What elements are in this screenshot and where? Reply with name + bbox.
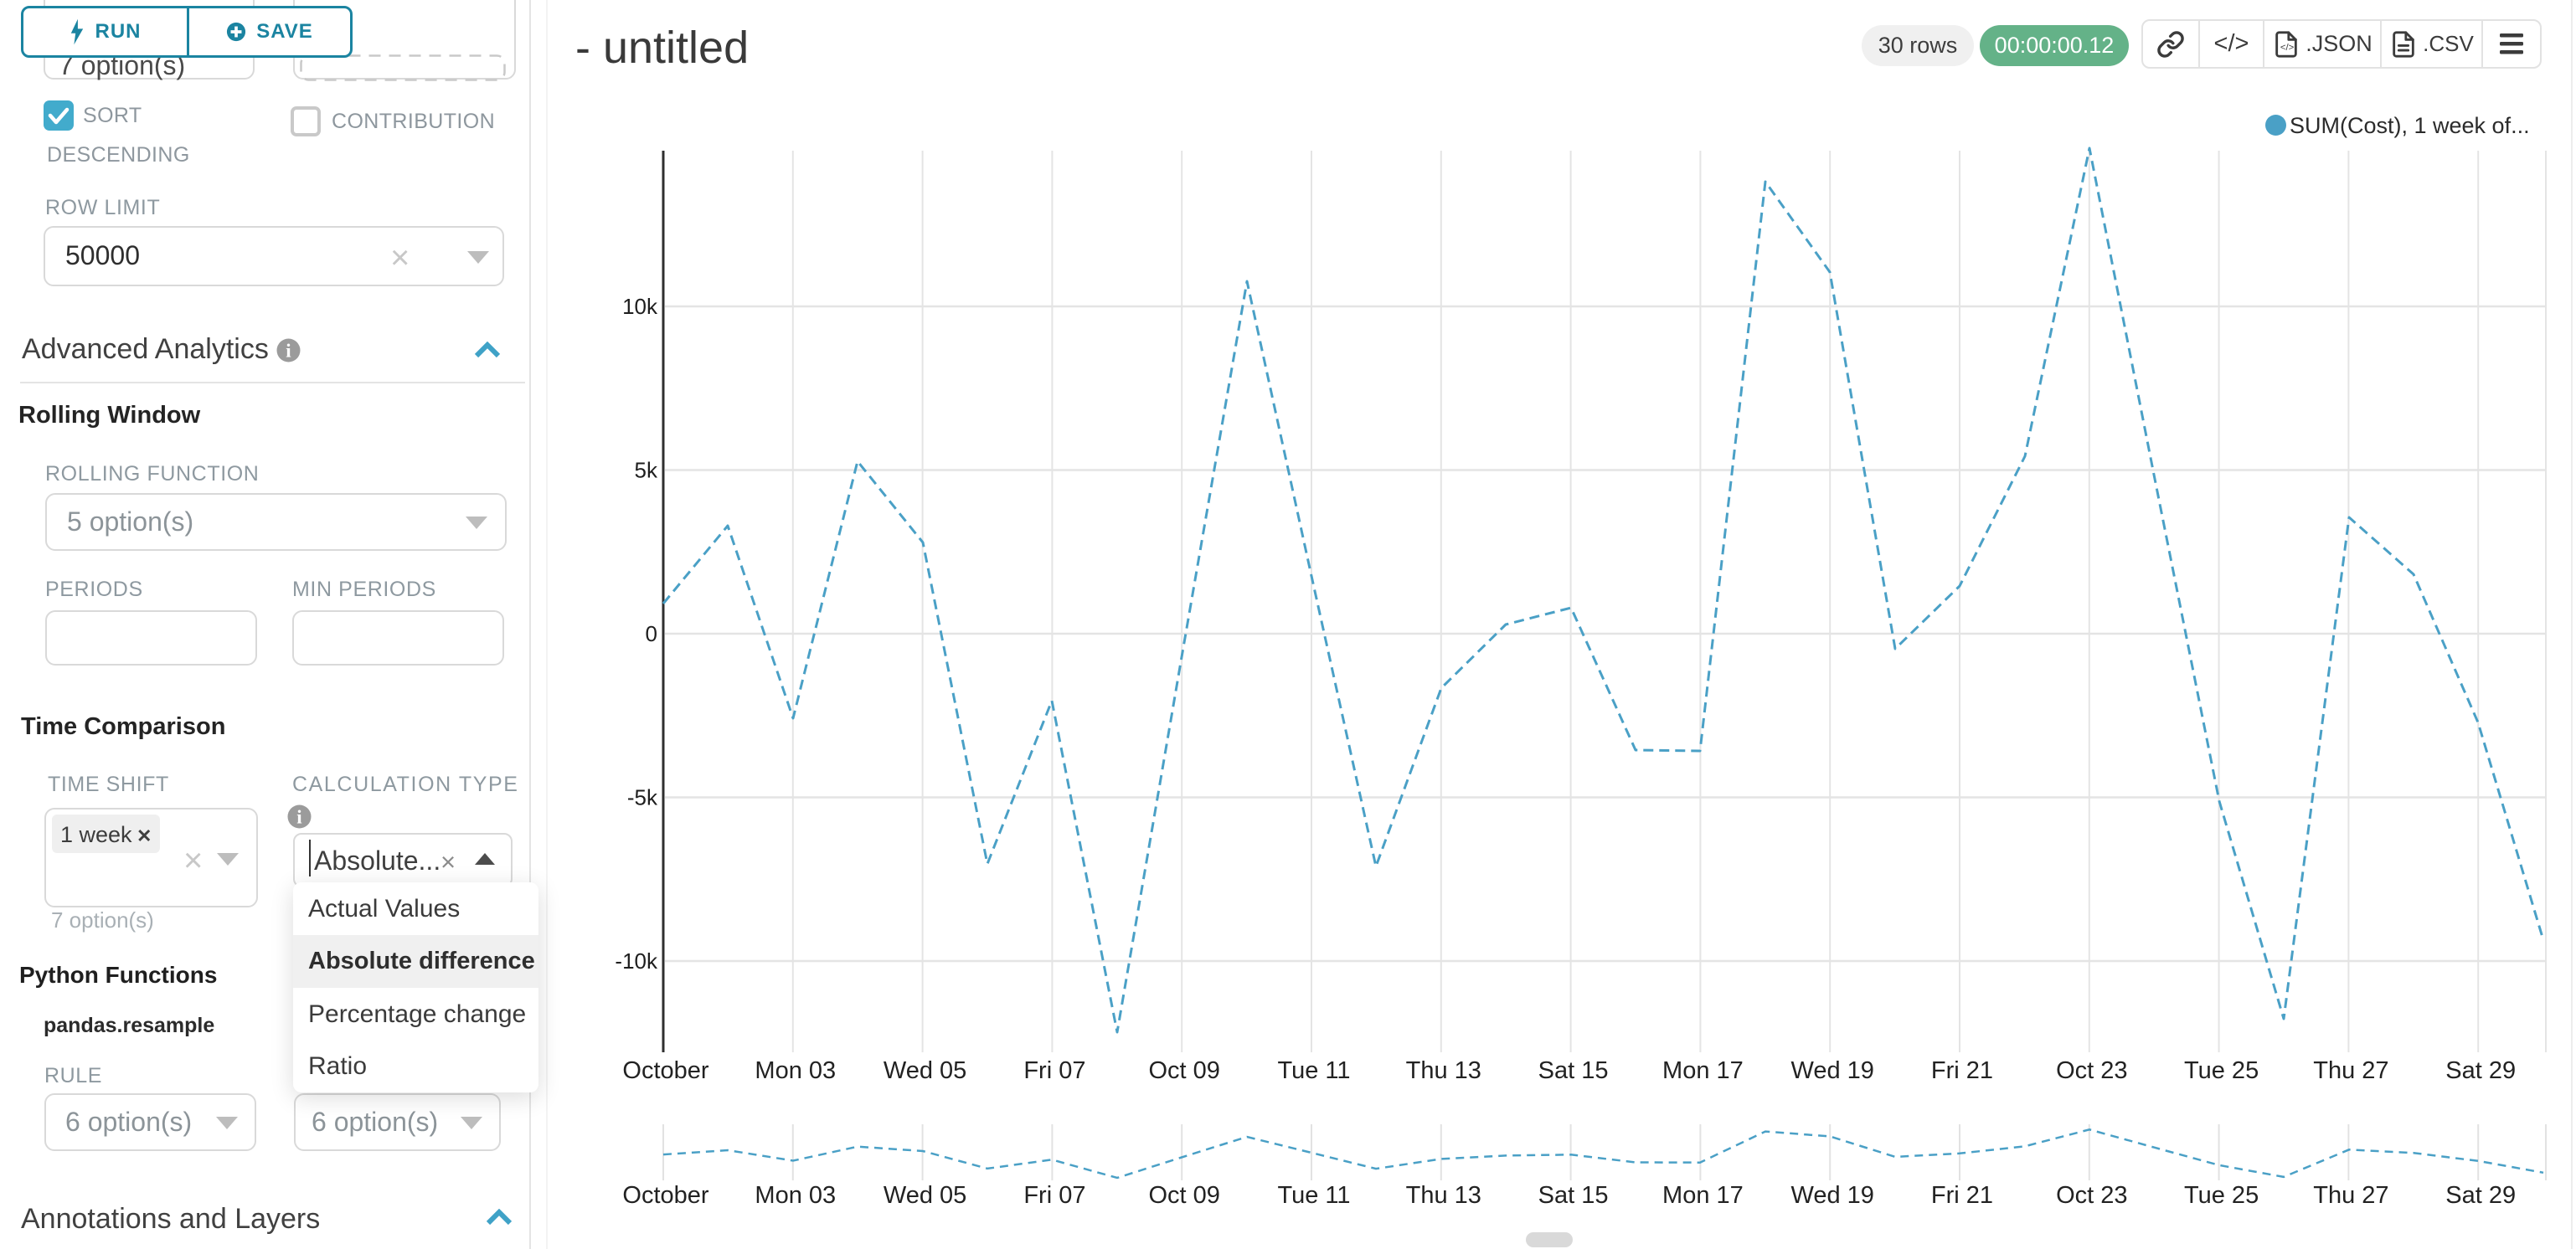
svg-text:Fri 07: Fri 07 [1023, 1182, 1085, 1209]
svg-text:Fri 21: Fri 21 [1931, 1182, 1993, 1209]
svg-text:Oct 23: Oct 23 [2056, 1182, 2127, 1209]
svg-text:Oct 09: Oct 09 [1148, 1182, 1219, 1209]
svg-text:Sat 15: Sat 15 [1538, 1182, 1609, 1209]
svg-text:i: i [286, 341, 291, 362]
svg-text:Sat 15: Sat 15 [1538, 1057, 1609, 1084]
svg-text:Thu 27: Thu 27 [2313, 1057, 2388, 1084]
svg-text:Wed 05: Wed 05 [884, 1057, 966, 1084]
svg-text:Fri 21: Fri 21 [1931, 1057, 1993, 1084]
svg-text:Tue 25: Tue 25 [2184, 1057, 2259, 1084]
svg-text:10k: 10k [622, 294, 658, 319]
svg-text:Wed 05: Wed 05 [884, 1182, 966, 1209]
svg-text:Oct 09: Oct 09 [1148, 1057, 1219, 1084]
svg-text:-5k: -5k [627, 785, 658, 810]
svg-text:Sat 29: Sat 29 [2445, 1182, 2516, 1209]
svg-text:</>: </> [2280, 43, 2295, 53]
svg-text:Fri 07: Fri 07 [1023, 1057, 1085, 1084]
svg-text:October: October [622, 1182, 708, 1209]
svg-text:Thu 27: Thu 27 [2313, 1182, 2388, 1209]
svg-text:Mon 17: Mon 17 [1662, 1182, 1744, 1209]
svg-text:0: 0 [646, 621, 657, 646]
svg-text:Oct 23: Oct 23 [2056, 1057, 2127, 1084]
svg-text:i: i [296, 807, 302, 828]
svg-text:Mon 03: Mon 03 [755, 1057, 836, 1084]
svg-text:Thu 13: Thu 13 [1406, 1182, 1481, 1209]
svg-text:October: October [622, 1057, 708, 1084]
svg-text:Mon 17: Mon 17 [1662, 1057, 1744, 1084]
svg-text:Thu 13: Thu 13 [1406, 1057, 1481, 1084]
svg-text:5k: 5k [635, 458, 658, 483]
svg-text:Wed 19: Wed 19 [1790, 1057, 1873, 1084]
svg-text:-10k: -10k [615, 948, 658, 974]
svg-text:Tue 11: Tue 11 [1277, 1057, 1350, 1084]
svg-text:Wed 19: Wed 19 [1790, 1182, 1873, 1209]
svg-text:Mon 03: Mon 03 [755, 1182, 836, 1209]
svg-text:Sat 29: Sat 29 [2445, 1057, 2516, 1084]
svg-text:SUM(Cost), 1 week of...: SUM(Cost), 1 week of... [2290, 113, 2530, 138]
svg-text:Tue 25: Tue 25 [2184, 1182, 2259, 1209]
svg-text:Tue 11: Tue 11 [1277, 1182, 1350, 1209]
